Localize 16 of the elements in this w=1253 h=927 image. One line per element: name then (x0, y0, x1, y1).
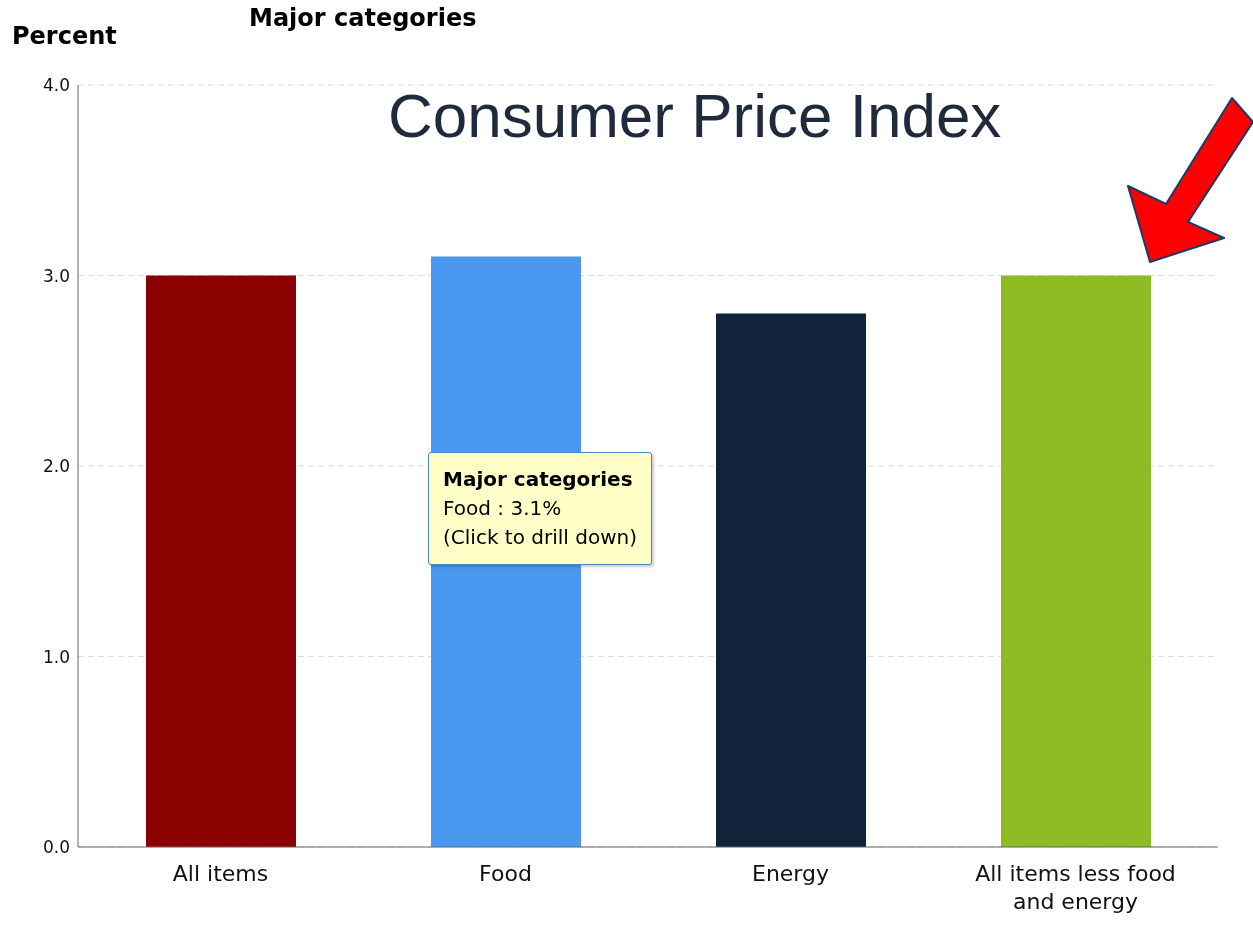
y-tick-label: 2.0 (42, 456, 70, 477)
x-tick-label: Energy (751, 861, 830, 886)
chart-title: Major categories (249, 4, 477, 32)
x-tick-label: All items less food and energy (975, 861, 1176, 914)
x-tick-label: Food (479, 861, 532, 886)
chart-subtitle: Consumer Price Index (388, 80, 1002, 151)
annotation: Major categories Food : 3.1% (Click to drill down) (443, 466, 637, 551)
y-tick-label: 1.0 (42, 646, 70, 667)
y-tick-label: 3.0 (42, 265, 70, 286)
bar (716, 313, 866, 847)
y-tick-label: 0.0 (42, 837, 70, 858)
x-tick-label: All items (172, 861, 269, 886)
bar (146, 275, 296, 847)
bar (1001, 275, 1151, 847)
y-tick-label: 4.0 (42, 75, 70, 96)
y-axis-title: Percent (12, 22, 117, 50)
